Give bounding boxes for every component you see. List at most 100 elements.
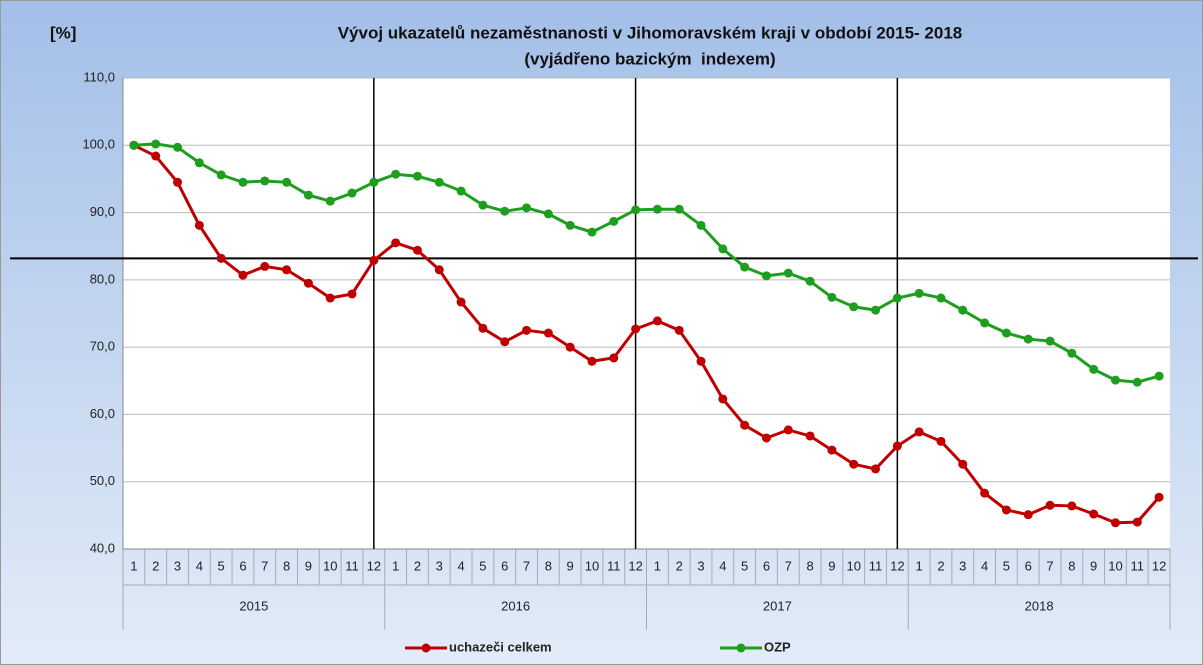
data-point bbox=[1154, 371, 1164, 381]
data-point bbox=[696, 220, 706, 230]
x-tick-label: 8 bbox=[806, 558, 813, 573]
x-tick-label: 4 bbox=[981, 558, 988, 573]
data-point bbox=[478, 200, 488, 210]
data-point bbox=[434, 177, 444, 187]
x-tick-label: 12 bbox=[628, 558, 642, 573]
data-point bbox=[260, 176, 270, 186]
data-point bbox=[1089, 364, 1099, 374]
data-point bbox=[347, 188, 357, 198]
data-point bbox=[674, 204, 684, 214]
data-point bbox=[347, 289, 357, 299]
x-tick-label: 8 bbox=[1068, 558, 1075, 573]
data-point bbox=[849, 459, 859, 469]
data-point bbox=[194, 158, 204, 168]
data-point bbox=[958, 459, 968, 469]
data-point bbox=[1132, 377, 1142, 387]
data-point bbox=[892, 293, 902, 303]
data-point bbox=[1154, 492, 1164, 502]
data-point bbox=[412, 245, 422, 255]
data-point bbox=[871, 305, 881, 315]
data-point bbox=[325, 293, 335, 303]
x-tick-label: 9 bbox=[567, 558, 574, 573]
year-label: 2017 bbox=[763, 598, 792, 613]
data-point bbox=[827, 292, 837, 302]
legend-marker bbox=[421, 643, 431, 653]
data-point bbox=[1110, 518, 1120, 528]
data-point bbox=[500, 337, 510, 347]
data-point bbox=[631, 324, 641, 334]
x-tick-label: 8 bbox=[283, 558, 290, 573]
legend-label: OZP bbox=[764, 639, 791, 654]
data-point bbox=[173, 142, 183, 152]
x-tick-label: 3 bbox=[959, 558, 966, 573]
x-tick-label: 6 bbox=[501, 558, 508, 573]
x-tick-label: 9 bbox=[828, 558, 835, 573]
x-tick-label: 11 bbox=[869, 558, 883, 573]
data-point bbox=[391, 169, 401, 179]
data-point bbox=[129, 140, 139, 150]
x-tick-label: 7 bbox=[523, 558, 530, 573]
data-point bbox=[522, 203, 532, 213]
data-point bbox=[369, 255, 379, 265]
data-point bbox=[216, 170, 226, 180]
data-point bbox=[1132, 517, 1142, 527]
x-tick-label: 1 bbox=[392, 558, 399, 573]
x-tick-label: 9 bbox=[305, 558, 312, 573]
legend-label: uchazeči celkem bbox=[449, 639, 552, 654]
year-label: 2016 bbox=[501, 598, 530, 613]
x-tick-label: 6 bbox=[763, 558, 770, 573]
x-tick-label: 3 bbox=[174, 558, 181, 573]
x-tick-label: 3 bbox=[697, 558, 704, 573]
data-point bbox=[260, 261, 270, 271]
data-point bbox=[805, 431, 815, 441]
data-point bbox=[631, 205, 641, 215]
x-tick-label: 5 bbox=[479, 558, 486, 573]
data-point bbox=[151, 139, 161, 149]
data-point bbox=[652, 204, 662, 214]
x-tick-label: 8 bbox=[545, 558, 552, 573]
x-tick-label: 12 bbox=[1152, 558, 1166, 573]
x-tick-label: 11 bbox=[345, 558, 359, 573]
data-point bbox=[609, 353, 619, 363]
x-tick-label: 4 bbox=[719, 558, 726, 573]
data-point bbox=[303, 190, 313, 200]
x-tick-label: 1 bbox=[916, 558, 923, 573]
x-tick-label: 11 bbox=[1131, 558, 1145, 573]
y-tick-label: 50,0 bbox=[90, 473, 115, 488]
y-tick-label: 110,0 bbox=[83, 69, 115, 84]
chart-title: Vývoj ukazatelů nezaměstnanosti v Jihomo… bbox=[338, 23, 963, 42]
x-tick-label: 10 bbox=[846, 558, 860, 573]
x-tick-label: 11 bbox=[607, 558, 621, 573]
y-tick-label: 70,0 bbox=[90, 339, 115, 354]
data-point bbox=[761, 433, 771, 443]
data-point bbox=[849, 302, 859, 312]
data-point bbox=[1023, 334, 1033, 344]
x-tick-label: 2 bbox=[676, 558, 683, 573]
x-tick-label: 7 bbox=[785, 558, 792, 573]
y-tick-label: 40,0 bbox=[90, 540, 115, 555]
data-point bbox=[194, 220, 204, 230]
x-tick-label: 10 bbox=[323, 558, 337, 573]
data-point bbox=[740, 262, 750, 272]
y-axis-label: [%] bbox=[50, 23, 76, 42]
x-tick-label: 6 bbox=[1025, 558, 1032, 573]
data-point bbox=[783, 425, 793, 435]
data-point bbox=[914, 288, 924, 298]
data-point bbox=[282, 177, 292, 187]
data-point bbox=[761, 271, 771, 281]
data-point bbox=[1067, 501, 1077, 511]
x-tick-label: 5 bbox=[1003, 558, 1010, 573]
x-tick-label: 5 bbox=[741, 558, 748, 573]
data-point bbox=[456, 297, 466, 307]
data-point bbox=[827, 445, 837, 455]
x-tick-label: 7 bbox=[1046, 558, 1053, 573]
x-tick-label: 12 bbox=[890, 558, 904, 573]
y-tick-label: 100,0 bbox=[82, 137, 115, 152]
data-point bbox=[456, 186, 466, 196]
data-point bbox=[543, 209, 553, 219]
x-tick-label: 7 bbox=[261, 558, 268, 573]
x-tick-label: 4 bbox=[457, 558, 464, 573]
data-point bbox=[238, 177, 248, 187]
x-tick-label: 3 bbox=[436, 558, 443, 573]
